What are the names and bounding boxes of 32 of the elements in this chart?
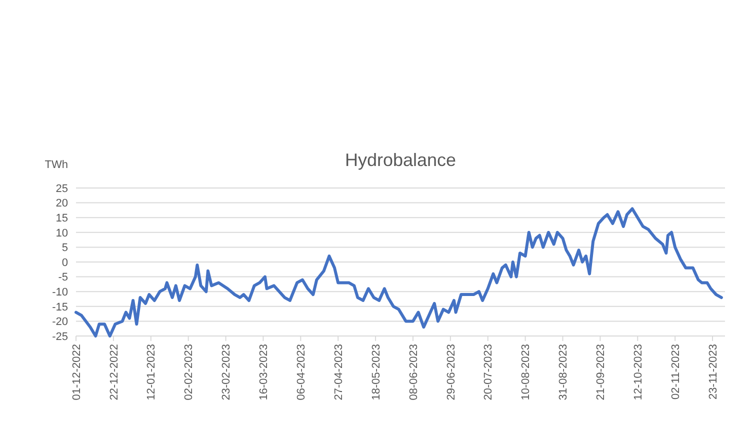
y-tick-label: -15 [52,301,68,314]
y-tick-label: -5 [58,272,68,284]
x-tick-label: 01-12-2022 [70,344,83,400]
x-tick-label: 23-02-2023 [220,344,233,400]
x-tick-label: 06-04-2023 [296,344,308,400]
chart-title: Hydrobalance [344,150,456,170]
y-tick-label: 15 [56,212,68,224]
x-tick-label: 08-06-2023 [408,344,420,400]
x-tick-label: 29-06-2023 [445,344,458,400]
y-tick-label: 20 [56,198,68,210]
y-tick-label: -10 [52,286,68,298]
y-tick-label: -25 [52,330,68,343]
x-tick-label: 02-11-2023 [670,344,682,400]
x-tick-label: 12-01-2023 [146,344,158,400]
x-tick-label: 10-08-2023 [520,344,532,400]
x-tick-label: 23-11-2023 [707,344,720,400]
y-tick-label: -20 [52,316,68,328]
y-tick-label: 5 [62,242,68,254]
y-tick-label: 25 [56,182,68,195]
y-axis-title: TWh [44,159,68,171]
x-tick-label: 21-09-2023 [595,344,608,400]
y-tick-label: 0 [62,256,68,269]
y-tick-label: 10 [56,227,68,240]
x-tick-label: 16-03-2023 [258,344,270,400]
x-tick-label: 22-12-2022 [108,344,120,400]
x-tick-label: 31-08-2023 [558,344,570,400]
x-tick-label: 02-02-2023 [183,344,196,400]
x-tick-label: 27-04-2023 [332,344,345,400]
x-tick-label: 12-10-2023 [632,344,644,400]
x-tick-label: 20-07-2023 [482,344,495,400]
line-series [74,207,723,338]
x-tick-label: 18-05-2023 [370,344,382,400]
